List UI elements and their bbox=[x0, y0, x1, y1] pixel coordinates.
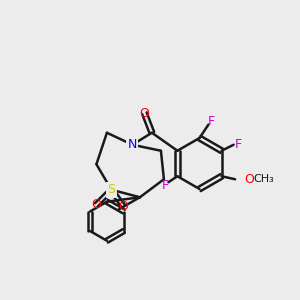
Text: S: S bbox=[107, 183, 116, 196]
Text: F: F bbox=[208, 115, 215, 128]
Text: O: O bbox=[92, 198, 101, 211]
Text: O: O bbox=[244, 173, 254, 186]
Text: CH₃: CH₃ bbox=[253, 174, 274, 184]
Text: O: O bbox=[118, 200, 128, 213]
Text: F: F bbox=[235, 138, 242, 151]
Text: O: O bbox=[140, 107, 149, 120]
Text: F: F bbox=[162, 179, 169, 192]
Text: N: N bbox=[128, 138, 137, 151]
